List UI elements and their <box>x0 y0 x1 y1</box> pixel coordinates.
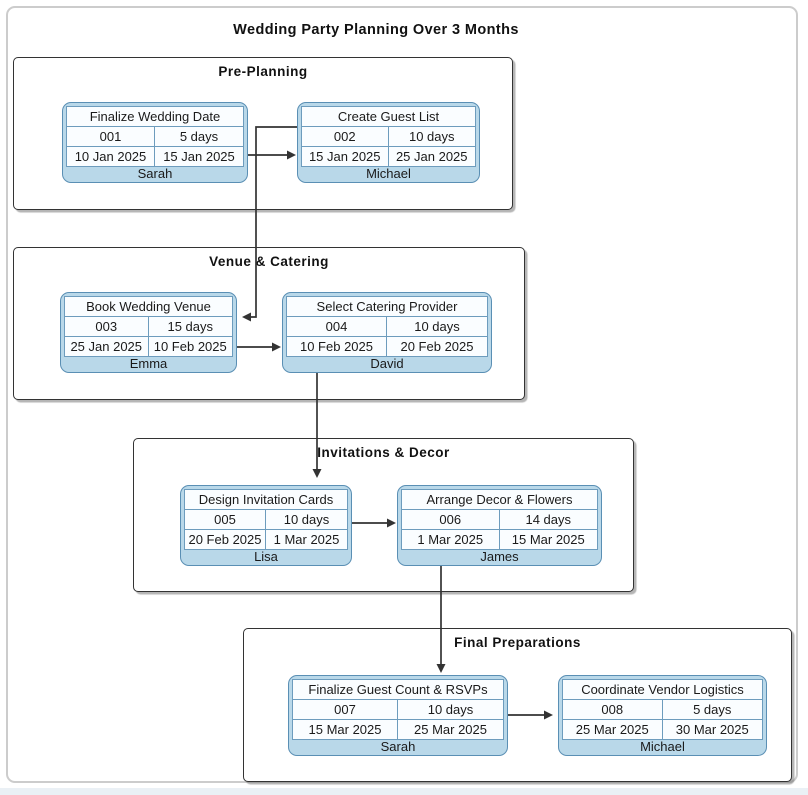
task-start-date: 15 Mar 2025 <box>293 720 398 739</box>
task-card-004: Select Catering Provider 004 10 days 10 … <box>282 292 492 373</box>
section-label: Invitations & Decor <box>317 445 450 460</box>
task-title: Finalize Guest Count & RSVPs <box>293 680 503 700</box>
task-duration: 10 days <box>266 510 347 530</box>
bottom-strip <box>0 788 808 795</box>
task-title: Create Guest List <box>302 107 475 127</box>
task-id: 004 <box>287 317 387 337</box>
task-table: Arrange Decor & Flowers 006 14 days 1 Ma… <box>401 489 598 550</box>
task-end-date: 15 Jan 2025 <box>155 147 243 166</box>
task-title: Select Catering Provider <box>287 297 487 317</box>
task-card-003: Book Wedding Venue 003 15 days 25 Jan 20… <box>60 292 237 373</box>
task-table: Finalize Wedding Date 001 5 days 10 Jan … <box>66 106 244 167</box>
task-duration: 10 days <box>388 127 475 147</box>
task-id: 005 <box>185 510 266 530</box>
section-label: Pre-Planning <box>218 64 308 79</box>
diagram-title: Wedding Party Planning Over 3 Months <box>233 22 519 38</box>
task-card-008: Coordinate Vendor Logistics 008 5 days 2… <box>558 675 767 756</box>
section-label: Venue & Catering <box>209 254 329 269</box>
task-duration: 10 days <box>387 317 487 337</box>
task-duration: 10 days <box>398 700 503 720</box>
task-start-date: 15 Jan 2025 <box>302 147 389 166</box>
task-id: 007 <box>293 700 398 720</box>
task-owner: David <box>370 356 404 371</box>
task-duration: 15 days <box>148 317 232 337</box>
task-owner: Sarah <box>380 739 416 754</box>
task-duration: 5 days <box>662 700 762 720</box>
task-end-date: 25 Mar 2025 <box>398 720 503 739</box>
task-table: Book Wedding Venue 003 15 days 25 Jan 20… <box>64 296 233 357</box>
task-table: Coordinate Vendor Logistics 008 5 days 2… <box>562 679 763 740</box>
task-table: Finalize Guest Count & RSVPs 007 10 days… <box>292 679 504 740</box>
task-end-date: 25 Jan 2025 <box>388 147 475 166</box>
task-owner: Michael <box>640 739 685 754</box>
task-card-001: Finalize Wedding Date 001 5 days 10 Jan … <box>62 102 248 183</box>
task-title: Finalize Wedding Date <box>67 107 243 127</box>
task-owner: Michael <box>366 166 411 181</box>
task-id: 001 <box>67 127 155 147</box>
task-id: 003 <box>65 317 149 337</box>
task-owner: Sarah <box>137 166 173 181</box>
task-owner: Lisa <box>254 549 278 564</box>
task-card-005: Design Invitation Cards 005 10 days 20 F… <box>180 485 352 566</box>
task-card-002: Create Guest List 002 10 days 15 Jan 202… <box>297 102 480 183</box>
task-duration: 5 days <box>155 127 243 147</box>
task-id: 006 <box>402 510 500 530</box>
task-title: Book Wedding Venue <box>65 297 232 317</box>
section-label: Final Preparations <box>454 635 581 650</box>
task-owner: James <box>480 549 519 564</box>
task-id: 002 <box>302 127 389 147</box>
task-table: Select Catering Provider 004 10 days 10 … <box>286 296 488 357</box>
task-start-date: 20 Feb 2025 <box>185 530 266 549</box>
task-card-007: Finalize Guest Count & RSVPs 007 10 days… <box>288 675 508 756</box>
task-start-date: 1 Mar 2025 <box>402 530 500 549</box>
task-title: Coordinate Vendor Logistics <box>563 680 762 700</box>
task-start-date: 25 Jan 2025 <box>65 337 149 356</box>
task-title: Arrange Decor & Flowers <box>402 490 597 510</box>
task-card-006: Arrange Decor & Flowers 006 14 days 1 Ma… <box>397 485 602 566</box>
task-duration: 14 days <box>499 510 597 530</box>
task-start-date: 10 Jan 2025 <box>67 147 155 166</box>
task-end-date: 15 Mar 2025 <box>499 530 597 549</box>
task-title: Design Invitation Cards <box>185 490 347 510</box>
task-end-date: 30 Mar 2025 <box>662 720 762 739</box>
task-start-date: 10 Feb 2025 <box>287 337 387 356</box>
task-owner: Emma <box>129 356 168 371</box>
task-end-date: 20 Feb 2025 <box>387 337 487 356</box>
task-end-date: 10 Feb 2025 <box>148 337 232 356</box>
task-table: Create Guest List 002 10 days 15 Jan 202… <box>301 106 476 167</box>
task-start-date: 25 Mar 2025 <box>563 720 663 739</box>
task-id: 008 <box>563 700 663 720</box>
task-table: Design Invitation Cards 005 10 days 20 F… <box>184 489 348 550</box>
task-end-date: 1 Mar 2025 <box>266 530 347 549</box>
